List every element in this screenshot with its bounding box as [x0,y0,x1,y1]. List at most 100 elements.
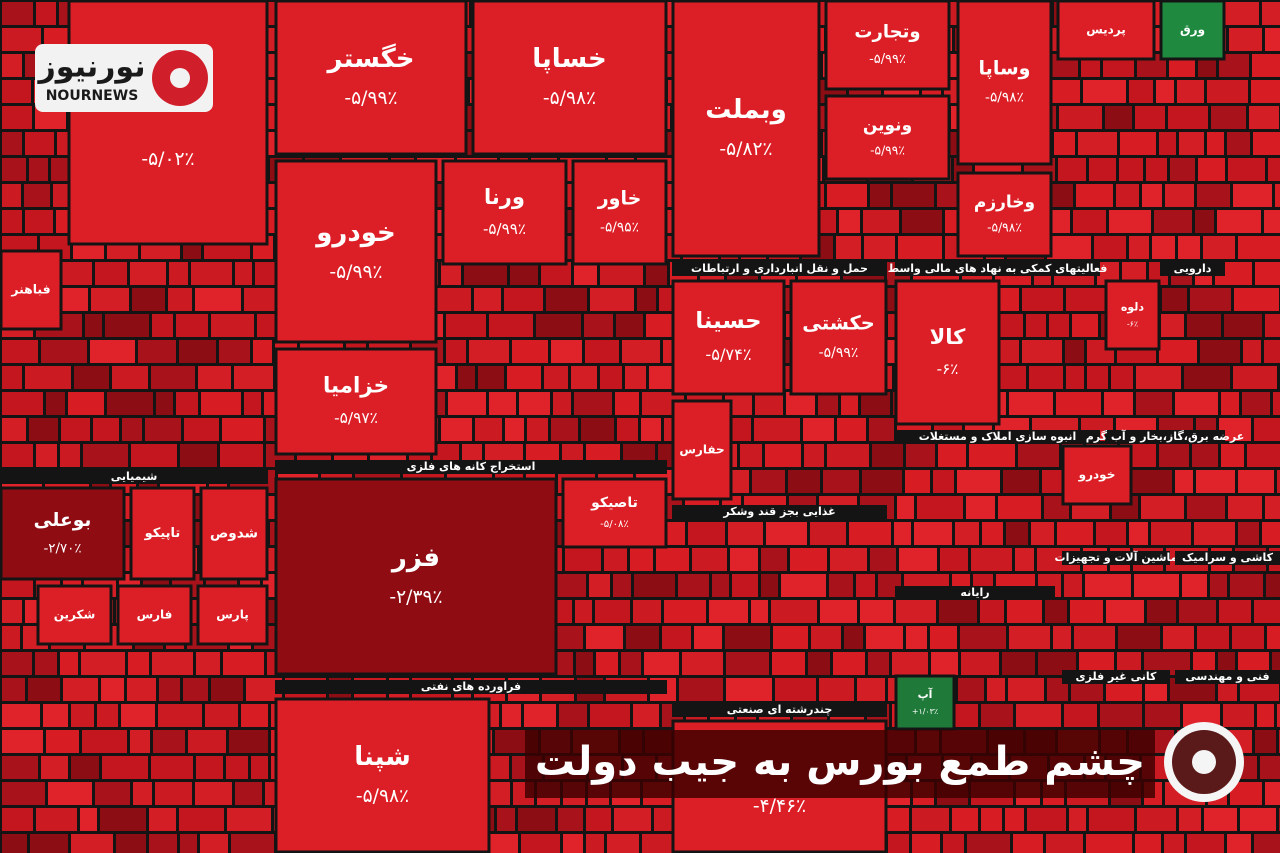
small-tile [1147,600,1176,623]
small-tile [1159,444,1189,467]
small-tile [1221,392,1239,415]
small-tile [71,756,99,779]
small-tile [1016,704,1061,727]
small-tile [998,496,1041,519]
small-tile [726,652,769,675]
tile [116,584,193,646]
small-tile [754,418,800,441]
small-tile [1159,132,1176,155]
tile-name: حسینا [695,308,761,334]
small-tile [169,262,188,285]
small-tile [1233,366,1277,389]
small-tile [46,730,79,753]
small-tile [441,262,461,285]
tile [274,697,491,853]
small-tile [896,600,936,623]
tile [1056,0,1156,61]
small-tile [131,444,177,467]
sector-label: انبوه سازی املاک و مستغلات [919,430,1077,443]
small-tile [1059,106,1102,129]
tile-name: وخارزم [974,193,1035,213]
small-tile [1219,54,1249,77]
small-tile [1224,314,1262,337]
small-tile [1045,600,1067,623]
small-tile [615,392,639,415]
tile [1104,279,1161,351]
small-tile [981,808,1002,831]
small-tile [656,548,689,571]
small-tile [151,366,195,389]
small-tile [1268,158,1280,181]
tile-change: -۵/۹۹٪ [344,88,397,109]
small-tile [600,262,643,285]
tile [274,0,468,156]
small-tile [905,470,930,493]
small-tile [1105,106,1132,129]
small-tile [558,808,583,831]
tile-name: تاصیکو [590,495,638,511]
small-tile [521,834,560,853]
small-tile [607,834,639,853]
tile [571,159,668,266]
small-tile [544,366,568,389]
small-tile [83,444,128,467]
small-tile [1083,80,1126,103]
small-tile [220,444,263,467]
small-tile [179,340,216,363]
small-tile [1079,652,1114,675]
small-tile [497,808,515,831]
small-tile [1089,158,1116,181]
tile-change: -۵/۷۴٪ [705,345,751,364]
small-tile [1135,834,1161,853]
small-tile [85,314,102,337]
small-tile [432,288,471,311]
small-tile [1223,704,1254,727]
tile-change: -۵/۸۲٪ [719,139,772,160]
small-tile [60,652,78,675]
small-tile [870,184,890,207]
small-tile [95,262,127,285]
small-tile [740,444,762,467]
sector-bar [1160,262,1225,276]
sector-label: استخراج کانه های فلزی [407,460,536,474]
small-tile [1165,184,1194,207]
small-tile [1066,366,1084,389]
sector-bar [672,262,887,276]
small-tile [541,262,571,285]
small-tile [642,834,672,853]
tile [671,399,733,501]
small-tile [586,626,623,649]
small-tile [820,600,857,623]
small-tile [827,444,869,467]
small-tile [151,756,193,779]
small-tile [630,548,653,571]
tile-name: تاپیکو [144,526,181,541]
headline: چشم طمع بورس به جیب دولت [535,739,1145,785]
tile-change: -۵/۹۹٪ [819,345,859,361]
small-tile [191,262,232,285]
small-tile [1275,184,1280,207]
small-tile [1007,600,1042,623]
small-tile [1200,340,1240,363]
small-tile [679,678,723,701]
small-tile [899,548,937,571]
small-tile [1065,340,1084,363]
small-tile [841,392,858,415]
small-tile [1253,132,1280,155]
tile [471,0,668,156]
small-tile [971,548,1012,571]
small-tile [1247,444,1280,467]
small-tile [586,808,611,831]
small-tile [1097,262,1119,285]
tile-change: -۵/۹۹٪ [329,262,382,283]
small-tile [765,444,801,467]
small-tile [1142,184,1162,207]
small-tile [227,808,271,831]
small-tile [112,366,148,389]
small-tile [489,782,510,805]
sector-bar [895,430,1100,444]
small-tile [1026,314,1046,337]
small-tile [61,418,90,441]
small-tile [786,392,815,415]
